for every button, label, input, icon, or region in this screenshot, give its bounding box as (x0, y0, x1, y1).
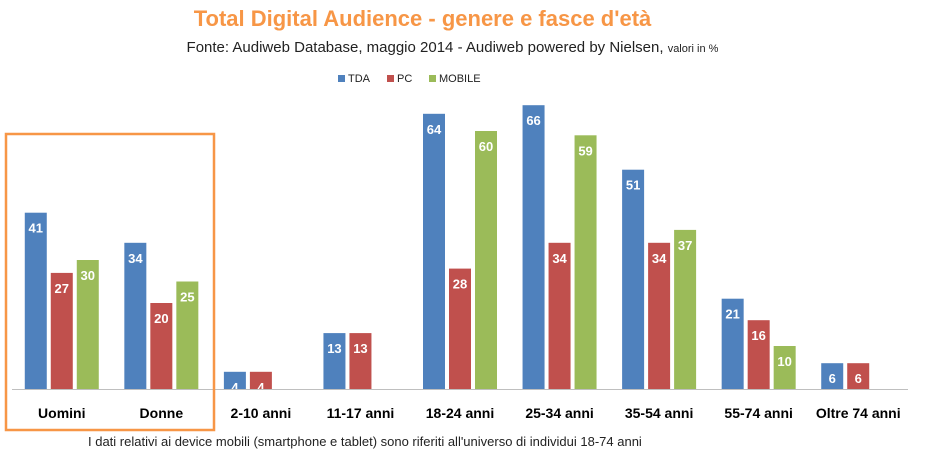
bar-tda-35-54-anni (622, 169, 645, 389)
data-label-pc-uomini: 27 (55, 281, 69, 296)
bar-mobile-18-24-anni (475, 131, 497, 389)
chart-title: Total Digital Audience - genere e fasce … (193, 6, 652, 31)
bar-tda-55-74-anni (721, 298, 744, 389)
legend-swatch-tda (338, 75, 345, 82)
bar-tda-donne (124, 242, 147, 389)
legend-swatch-mobile (429, 75, 436, 82)
chart-footnote: I dati relativi ai device mobili (smartp… (88, 434, 642, 449)
bar-pc-2-10-anni (249, 371, 272, 389)
bar-pc-55-74-anni (747, 320, 770, 389)
bar-pc-donne (150, 303, 173, 389)
data-label-tda-25-34-anni: 66 (526, 113, 540, 128)
data-label-pc-35-54-anni: 34 (652, 251, 667, 266)
data-label-mobile-25-34-anni: 59 (578, 143, 592, 158)
data-label-tda-18-24-anni: 64 (427, 122, 442, 137)
data-label-pc-oltre-74-anni: 6 (855, 371, 862, 386)
chart-subtitle: Fonte: Audiweb Database, maggio 2014 - A… (0, 39, 905, 56)
data-label-tda-35-54-anni: 51 (626, 178, 640, 193)
data-label-pc-55-74-anni: 16 (751, 328, 765, 343)
bar-pc-18-24-anni (449, 268, 471, 389)
data-label-pc-25-34-anni: 34 (552, 251, 567, 266)
data-label-mobile-uomini: 30 (81, 268, 95, 283)
bar-pc-oltre-74-anni (847, 363, 870, 389)
category-label-oltre-74-anni: Oltre 74 anni (816, 405, 901, 421)
highlight-box (4, 132, 216, 432)
data-label-pc-18-24-anni: 28 (453, 277, 467, 292)
data-label-tda-oltre-74-anni: 6 (829, 371, 836, 386)
category-label-donne: Donne (140, 405, 184, 421)
data-label-mobile-55-74-anni: 10 (777, 354, 791, 369)
bar-mobile-25-34-anni (574, 135, 597, 389)
bar-mobile-35-54-anni (674, 229, 697, 389)
bar-mobile-donne (176, 281, 199, 389)
category-label-55-74-anni: 55-74 anni (724, 405, 792, 421)
data-label-pc-2-10-anni: 4 (257, 380, 265, 395)
bar-pc-uomini (50, 272, 73, 389)
legend-label-pc: PC (397, 73, 412, 85)
data-label-tda-55-74-anni: 21 (725, 307, 739, 322)
category-label-2-10-anni: 2-10 anni (231, 405, 292, 421)
subtitle-source: Fonte: Audiweb Database, maggio 2014 - A… (186, 39, 664, 56)
legend-swatch-pc (387, 75, 394, 82)
legend-label-mobile: MOBILE (439, 73, 481, 85)
category-label-11-17-anni: 11-17 anni (327, 405, 395, 421)
bar-tda-2-10-anni (223, 371, 246, 389)
bar-pc-11-17-anni (349, 333, 372, 389)
data-label-tda-donne: 34 (128, 251, 143, 266)
category-label-uomini: Uomini (38, 405, 85, 421)
legend-label-tda: TDA (348, 73, 371, 85)
category-label-18-24-anni: 18-24 anni (426, 405, 494, 421)
bar-mobile-55-74-anni (773, 346, 796, 389)
bar-mobile-uomini (76, 260, 99, 389)
bar-pc-35-54-anni (648, 242, 671, 389)
bar-tda-18-24-anni (423, 113, 445, 390)
data-label-tda-uomini: 41 (29, 221, 43, 236)
data-label-mobile-donne: 25 (180, 290, 194, 305)
bar-tda-uomini (24, 212, 47, 389)
bar-tda-25-34-anni (522, 105, 545, 389)
subtitle-units: valori in % (667, 43, 719, 55)
bar-tda-oltre-74-anni (821, 363, 844, 389)
data-label-tda-11-17-anni: 13 (327, 341, 341, 356)
category-label-25-34-anni: 25-34 anni (525, 405, 593, 421)
data-label-tda-2-10-anni: 4 (231, 380, 239, 395)
data-label-pc-donne: 20 (154, 311, 168, 326)
category-label-35-54-anni: 35-54 anni (625, 405, 693, 421)
data-label-mobile-18-24-anni: 60 (479, 139, 493, 154)
bar-tda-11-17-anni (323, 333, 346, 389)
data-label-mobile-35-54-anni: 37 (678, 238, 692, 253)
bar-pc-25-34-anni (548, 242, 571, 389)
data-label-pc-11-17-anni: 13 (353, 341, 367, 356)
